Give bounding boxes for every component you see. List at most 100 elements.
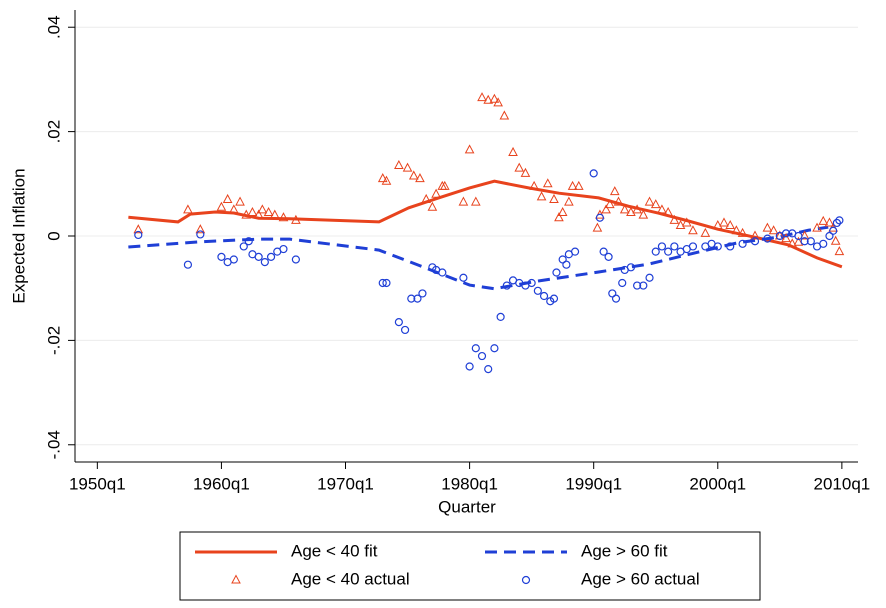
- circle-marker: [407, 294, 416, 303]
- circle-marker: [611, 294, 621, 303]
- circle-marker: [394, 318, 403, 327]
- circle-marker: [781, 229, 791, 238]
- triangle-marker: [222, 193, 233, 203]
- triangle-marker: [278, 212, 289, 222]
- triangle-marker: [650, 199, 661, 209]
- triangle-marker: [573, 180, 584, 190]
- triangle-marker: [812, 222, 822, 232]
- circle-marker: [806, 237, 815, 246]
- triangle-marker: [529, 180, 539, 190]
- circle-marker: [763, 234, 772, 243]
- triangle-marker: [762, 222, 773, 232]
- circle-marker: [552, 268, 561, 277]
- circle-marker: [626, 263, 636, 272]
- circle-marker: [254, 252, 263, 261]
- circle-marker: [835, 216, 844, 225]
- circle-marker: [608, 289, 617, 298]
- circle-marker: [633, 281, 642, 290]
- circle-marker: [279, 244, 288, 254]
- circle-marker: [217, 252, 226, 261]
- triangle-marker: [619, 204, 630, 214]
- triangle-marker: [626, 206, 636, 217]
- triangle-marker: [421, 193, 432, 203]
- triangle-marker: [657, 204, 667, 214]
- circle-marker: [651, 247, 660, 256]
- x-tick-label: 1960q1: [193, 474, 250, 493]
- legend-label: Age < 40 actual: [291, 569, 410, 588]
- triangle-marker: [464, 144, 475, 154]
- triangle-marker: [719, 217, 729, 227]
- triangle-marker: [133, 224, 144, 234]
- triangle-marker: [489, 93, 500, 103]
- triangle-marker: [493, 97, 503, 107]
- triangle-marker: [567, 180, 578, 190]
- triangle-marker: [700, 227, 711, 237]
- circle-marker: [496, 312, 505, 322]
- triangle-marker: [408, 170, 419, 180]
- circle-marker: [570, 247, 580, 256]
- circle-marker: [183, 260, 193, 269]
- triangle-marker: [520, 167, 531, 177]
- x-tick-label: 2010q1: [814, 474, 871, 493]
- triangle-marker: [291, 214, 301, 224]
- triangle-marker: [725, 219, 736, 230]
- triangle-marker: [669, 214, 680, 224]
- triangle-marker: [787, 238, 798, 248]
- triangle-marker: [415, 173, 425, 183]
- triangle-marker: [675, 219, 686, 230]
- x-tick-label: 1970q1: [317, 474, 374, 493]
- circle-marker: [527, 278, 536, 288]
- triangle-marker: [508, 146, 518, 156]
- triangle-marker: [793, 236, 804, 246]
- circle-marker: [829, 226, 838, 235]
- triangle-marker: [241, 209, 252, 219]
- triangle-marker: [750, 230, 760, 240]
- triangle-marker: [536, 191, 547, 201]
- circle-marker: [400, 325, 410, 335]
- triangle-marker: [557, 206, 568, 217]
- circle-marker: [196, 230, 205, 239]
- triangle-marker: [499, 110, 510, 120]
- y-tick-label: .04: [44, 15, 63, 39]
- circle-marker: [484, 364, 493, 374]
- circle-marker: [490, 344, 499, 353]
- triangle-marker: [263, 206, 274, 217]
- circle-marker: [438, 268, 447, 277]
- triangle-marker: [688, 225, 698, 235]
- triangle-marker: [663, 206, 673, 217]
- triangle-marker: [216, 201, 227, 211]
- y-tick-label: -.04: [44, 430, 63, 459]
- circle-marker: [670, 242, 679, 251]
- circle-marker: [618, 278, 627, 288]
- triangle-marker: [439, 180, 450, 190]
- triangle-marker: [483, 94, 494, 104]
- circle-marker: [465, 362, 474, 371]
- circle-marker: [639, 281, 648, 290]
- triangle-marker: [604, 199, 615, 209]
- circle-marker: [657, 242, 667, 251]
- circle-marker: [229, 255, 238, 264]
- triangle-marker: [799, 230, 810, 240]
- triangle-marker: [514, 162, 525, 172]
- triangle-marker: [613, 196, 624, 206]
- triangle-marker: [431, 188, 441, 198]
- circle-marker: [244, 237, 253, 246]
- circle-marker: [589, 169, 598, 178]
- legend-label: Age > 60 actual: [581, 569, 700, 588]
- triangle-marker: [554, 212, 564, 222]
- triangle-marker: [609, 186, 620, 196]
- x-tick-label: 2000q1: [689, 474, 746, 493]
- circle-marker: [549, 294, 559, 303]
- triangle-marker: [834, 246, 845, 256]
- circle-marker: [595, 213, 604, 222]
- circle-marker: [604, 252, 613, 261]
- triangle-marker: [247, 206, 258, 217]
- triangle-marker: [818, 215, 829, 225]
- circle-marker: [418, 289, 427, 298]
- triangle-marker: [183, 204, 193, 214]
- triangle-marker: [731, 225, 742, 235]
- x-axis-label: Quarter: [438, 497, 496, 516]
- circle-marker: [239, 242, 248, 251]
- circle-marker: [291, 255, 300, 264]
